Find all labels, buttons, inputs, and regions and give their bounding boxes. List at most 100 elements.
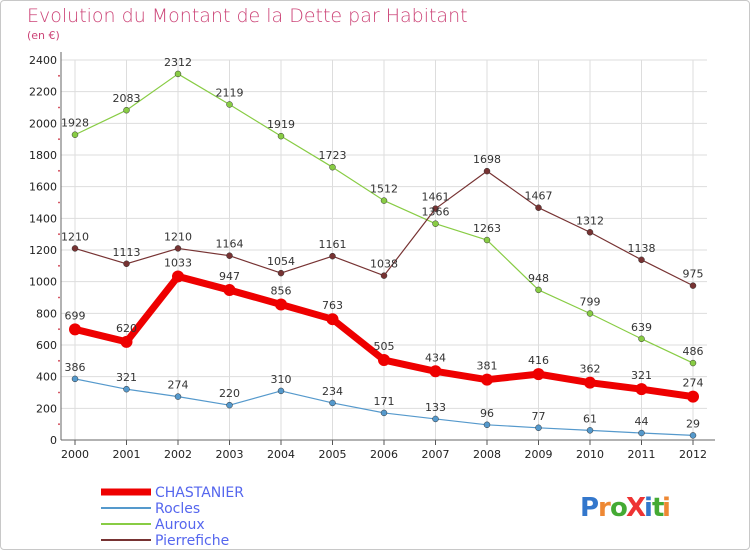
y-tick-label: 2200: [29, 86, 57, 99]
logo-letter: o: [610, 493, 628, 523]
logo-letter: i: [644, 493, 653, 523]
data-label: 505: [374, 340, 395, 353]
chart-title: Evolution du Montant de la Dette par Hab…: [27, 5, 468, 27]
data-point: [380, 272, 388, 279]
data-label: 948: [528, 272, 549, 285]
data-label: 1928: [61, 117, 89, 130]
data-label: 1210: [164, 230, 192, 243]
data-point: [535, 286, 542, 294]
data-label: 1038: [370, 258, 398, 271]
x-tick-label: 2004: [267, 448, 295, 461]
data-point: [172, 270, 184, 283]
data-label: 639: [631, 321, 652, 334]
y-minor-tick: [58, 74, 60, 77]
data-label: 77: [532, 410, 546, 423]
data-label: 856: [271, 284, 292, 297]
data-label: 1164: [216, 238, 244, 251]
data-point: [329, 252, 336, 260]
data-label: 386: [65, 361, 86, 374]
y-minor-tick: [58, 106, 60, 109]
data-point: [481, 373, 493, 386]
grid-lines: [61, 59, 707, 441]
data-point: [277, 387, 285, 395]
data-label: 29: [686, 417, 700, 430]
data-point: [277, 269, 285, 277]
series-lines: [69, 70, 699, 439]
data-label: 2119: [216, 86, 244, 99]
data-point: [226, 252, 233, 259]
data-label: 763: [322, 299, 343, 312]
legend-label: CHASTANIER: [155, 485, 244, 501]
data-point: [635, 383, 648, 396]
y-tick-label: 1200: [29, 244, 57, 257]
x-tick-label: 2000: [61, 448, 89, 461]
x-tick-label: 2001: [113, 448, 141, 461]
data-point: [689, 359, 697, 367]
data-point: [174, 393, 182, 400]
data-label: 381: [477, 360, 498, 373]
y-tick-label: 1600: [29, 181, 57, 194]
data-label: 321: [116, 371, 137, 384]
data-point: [584, 376, 596, 389]
proxiti-logo: Pr oXi ti: [580, 493, 671, 523]
y-tick-label: 2400: [29, 54, 57, 67]
data-point: [586, 229, 594, 236]
data-point: [226, 101, 233, 108]
data-label: 947: [219, 270, 240, 283]
data-point: [71, 375, 79, 383]
data-label: 362: [580, 363, 601, 376]
data-point: [329, 399, 336, 407]
y-tick-label: 800: [36, 307, 57, 320]
data-point: [223, 284, 236, 297]
data-point: [380, 409, 388, 417]
data-label: 133: [425, 401, 446, 414]
data-point: [687, 390, 699, 403]
data-point: [71, 131, 79, 138]
data-label: 1723: [319, 149, 347, 162]
data-label: 975: [683, 268, 704, 281]
data-point: [432, 205, 439, 212]
y-minor-tick: [58, 201, 60, 204]
axes: 0 200 400 600 800 1000 1200 1400 1600 1800 2000 220…: [29, 52, 715, 461]
data-label: 1512: [370, 183, 398, 196]
data-point: [432, 415, 439, 423]
logo-letter: r: [598, 493, 611, 523]
data-label: 44: [635, 415, 649, 428]
data-point: [123, 106, 130, 114]
data-label: 1461: [422, 191, 450, 204]
data-label: 2312: [164, 56, 192, 69]
y-tick-label: 400: [36, 371, 57, 384]
logo-letter: X: [626, 493, 646, 523]
data-label: 2083: [113, 92, 141, 105]
legend-label: Rocles: [155, 501, 200, 517]
data-point: [432, 220, 439, 227]
data-point: [123, 385, 130, 393]
data-label: 1033: [164, 256, 192, 269]
y-minor-tick: [58, 423, 60, 426]
data-label: 61: [583, 412, 597, 425]
data-point: [277, 132, 285, 140]
y-tick-label: 600: [36, 339, 57, 352]
data-point: [226, 401, 233, 409]
x-tick-label: 2010: [576, 448, 604, 461]
data-label: 1113: [113, 246, 141, 259]
x-tick-label: 2009: [525, 448, 553, 461]
data-point: [429, 365, 442, 378]
data-label: 1467: [525, 190, 553, 203]
data-point: [638, 429, 645, 437]
data-label: 1210: [61, 230, 89, 243]
data-point: [71, 245, 79, 252]
y-minor-tick: [58, 296, 60, 299]
data-label: 699: [65, 309, 86, 322]
data-label: 274: [683, 377, 704, 390]
data-point: [326, 313, 339, 326]
data-point: [123, 260, 130, 268]
y-tick-label: 1400: [29, 212, 57, 225]
data-label: 1366: [422, 206, 450, 219]
logo-letter: i: [662, 493, 671, 523]
y-tick-label: 200: [36, 402, 57, 415]
data-point: [275, 298, 287, 311]
logo-letter: P: [580, 493, 599, 523]
x-tick-label: 2008: [473, 448, 501, 461]
data-label: 96: [480, 407, 494, 420]
